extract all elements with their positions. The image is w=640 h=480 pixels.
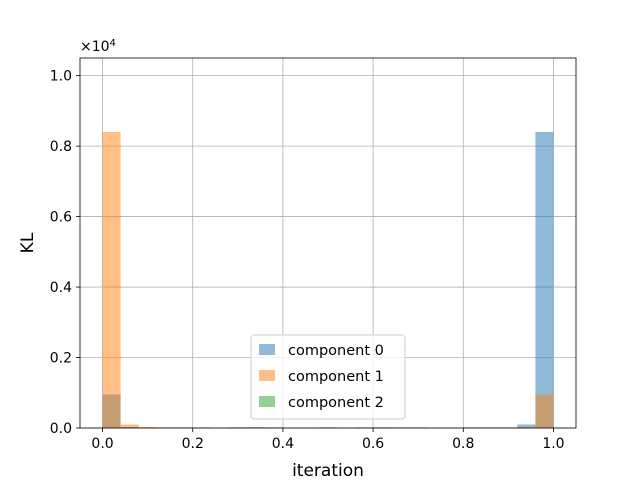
- x-tick-label: 0.2: [182, 436, 204, 452]
- x-tick-label: 0.6: [362, 436, 384, 452]
- legend-label-component-2: component 2: [288, 395, 384, 411]
- bar-component-1-bin-0: [102, 132, 121, 428]
- x-tick-label: 0.0: [91, 436, 113, 452]
- x-tick-label: 0.8: [452, 436, 474, 452]
- y-tick-label: 0.4: [50, 280, 72, 296]
- x-axis-label: iteration: [292, 461, 364, 480]
- bar-component-1-bin-2: [138, 426, 157, 428]
- offset-exponent: 4: [110, 38, 116, 49]
- y-axis-ticks: 0.0 0.2 0.4 0.6 0.8 1.0: [50, 69, 80, 437]
- x-tick-label: 0.4: [272, 436, 294, 452]
- plot-frame: [79, 57, 577, 429]
- legend: component 0 component 1 component 2: [250, 334, 406, 420]
- y-axis-label: KL: [18, 232, 38, 253]
- bar-component-0-bin-23: [517, 424, 536, 428]
- bar-component-1-bin-1: [120, 424, 139, 428]
- y-tick-label: 1.0: [50, 69, 72, 85]
- legend-label-component-0: component 0: [288, 343, 384, 359]
- legend-frame: [250, 334, 406, 420]
- legend-label-component-1: component 1: [288, 369, 384, 385]
- legend-swatch-component-0: [259, 344, 275, 355]
- offset-base: ×10: [80, 39, 110, 55]
- bar-component-1-bin-23: [517, 426, 536, 428]
- legend-swatch-component-2: [259, 396, 275, 407]
- y-tick-label: 0.6: [50, 210, 72, 226]
- bar-component-0-bin-24: [535, 132, 554, 428]
- y-axis-offset-text: ×104: [80, 38, 116, 56]
- y-tick-label: 0.8: [50, 139, 72, 155]
- x-tick-label: 1.0: [542, 436, 564, 452]
- bar-component-1-bin-24: [535, 394, 554, 428]
- x-axis-ticks: 0.0 0.2 0.4 0.6 0.8 1.0: [91, 428, 565, 452]
- y-tick-label: 0.0: [50, 421, 72, 437]
- legend-swatch-component-1: [259, 370, 275, 381]
- y-tick-label: 0.2: [50, 351, 72, 367]
